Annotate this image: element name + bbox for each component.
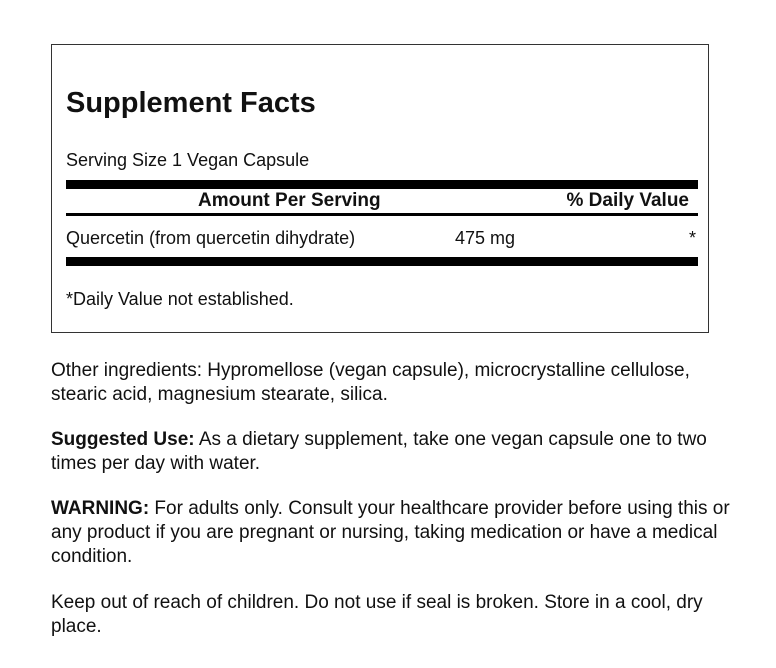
supplement-facts-panel: Supplement Facts Serving Size 1 Vegan Ca… bbox=[51, 44, 709, 333]
header-amount: Amount Per Serving bbox=[198, 190, 381, 211]
thick-divider bbox=[66, 257, 698, 266]
serving-size: Serving Size 1 Vegan Capsule bbox=[66, 150, 310, 170]
nutrient-name: Quercetin (from quercetin dihydrate) bbox=[66, 228, 356, 248]
thin-divider bbox=[66, 213, 698, 216]
nutrient-amount: 475 mg bbox=[455, 228, 516, 248]
other-ingredients: Other ingredients: Hypromellose (vegan c… bbox=[51, 360, 690, 405]
nutrient-dv: * bbox=[688, 228, 696, 248]
panel-title: Supplement Facts bbox=[66, 87, 316, 119]
header-daily-value: % Daily Value bbox=[566, 190, 689, 211]
suggested-use-text: As a dietary supplement, take one vegan … bbox=[51, 429, 707, 474]
footnote: *Daily Value not established. bbox=[66, 289, 294, 309]
warning-text: For adults only. Consult your healthcare… bbox=[51, 498, 730, 567]
thick-divider bbox=[66, 180, 698, 189]
warning: WARNING: For adults only. Consult your h… bbox=[51, 497, 731, 569]
storage-instructions: Keep out of reach of children. Do not us… bbox=[51, 592, 703, 637]
warning-label: WARNING: bbox=[51, 498, 150, 519]
suggested-use: Suggested Use: As a dietary supplement, … bbox=[51, 428, 731, 476]
suggested-use-label: Suggested Use: bbox=[51, 429, 195, 450]
